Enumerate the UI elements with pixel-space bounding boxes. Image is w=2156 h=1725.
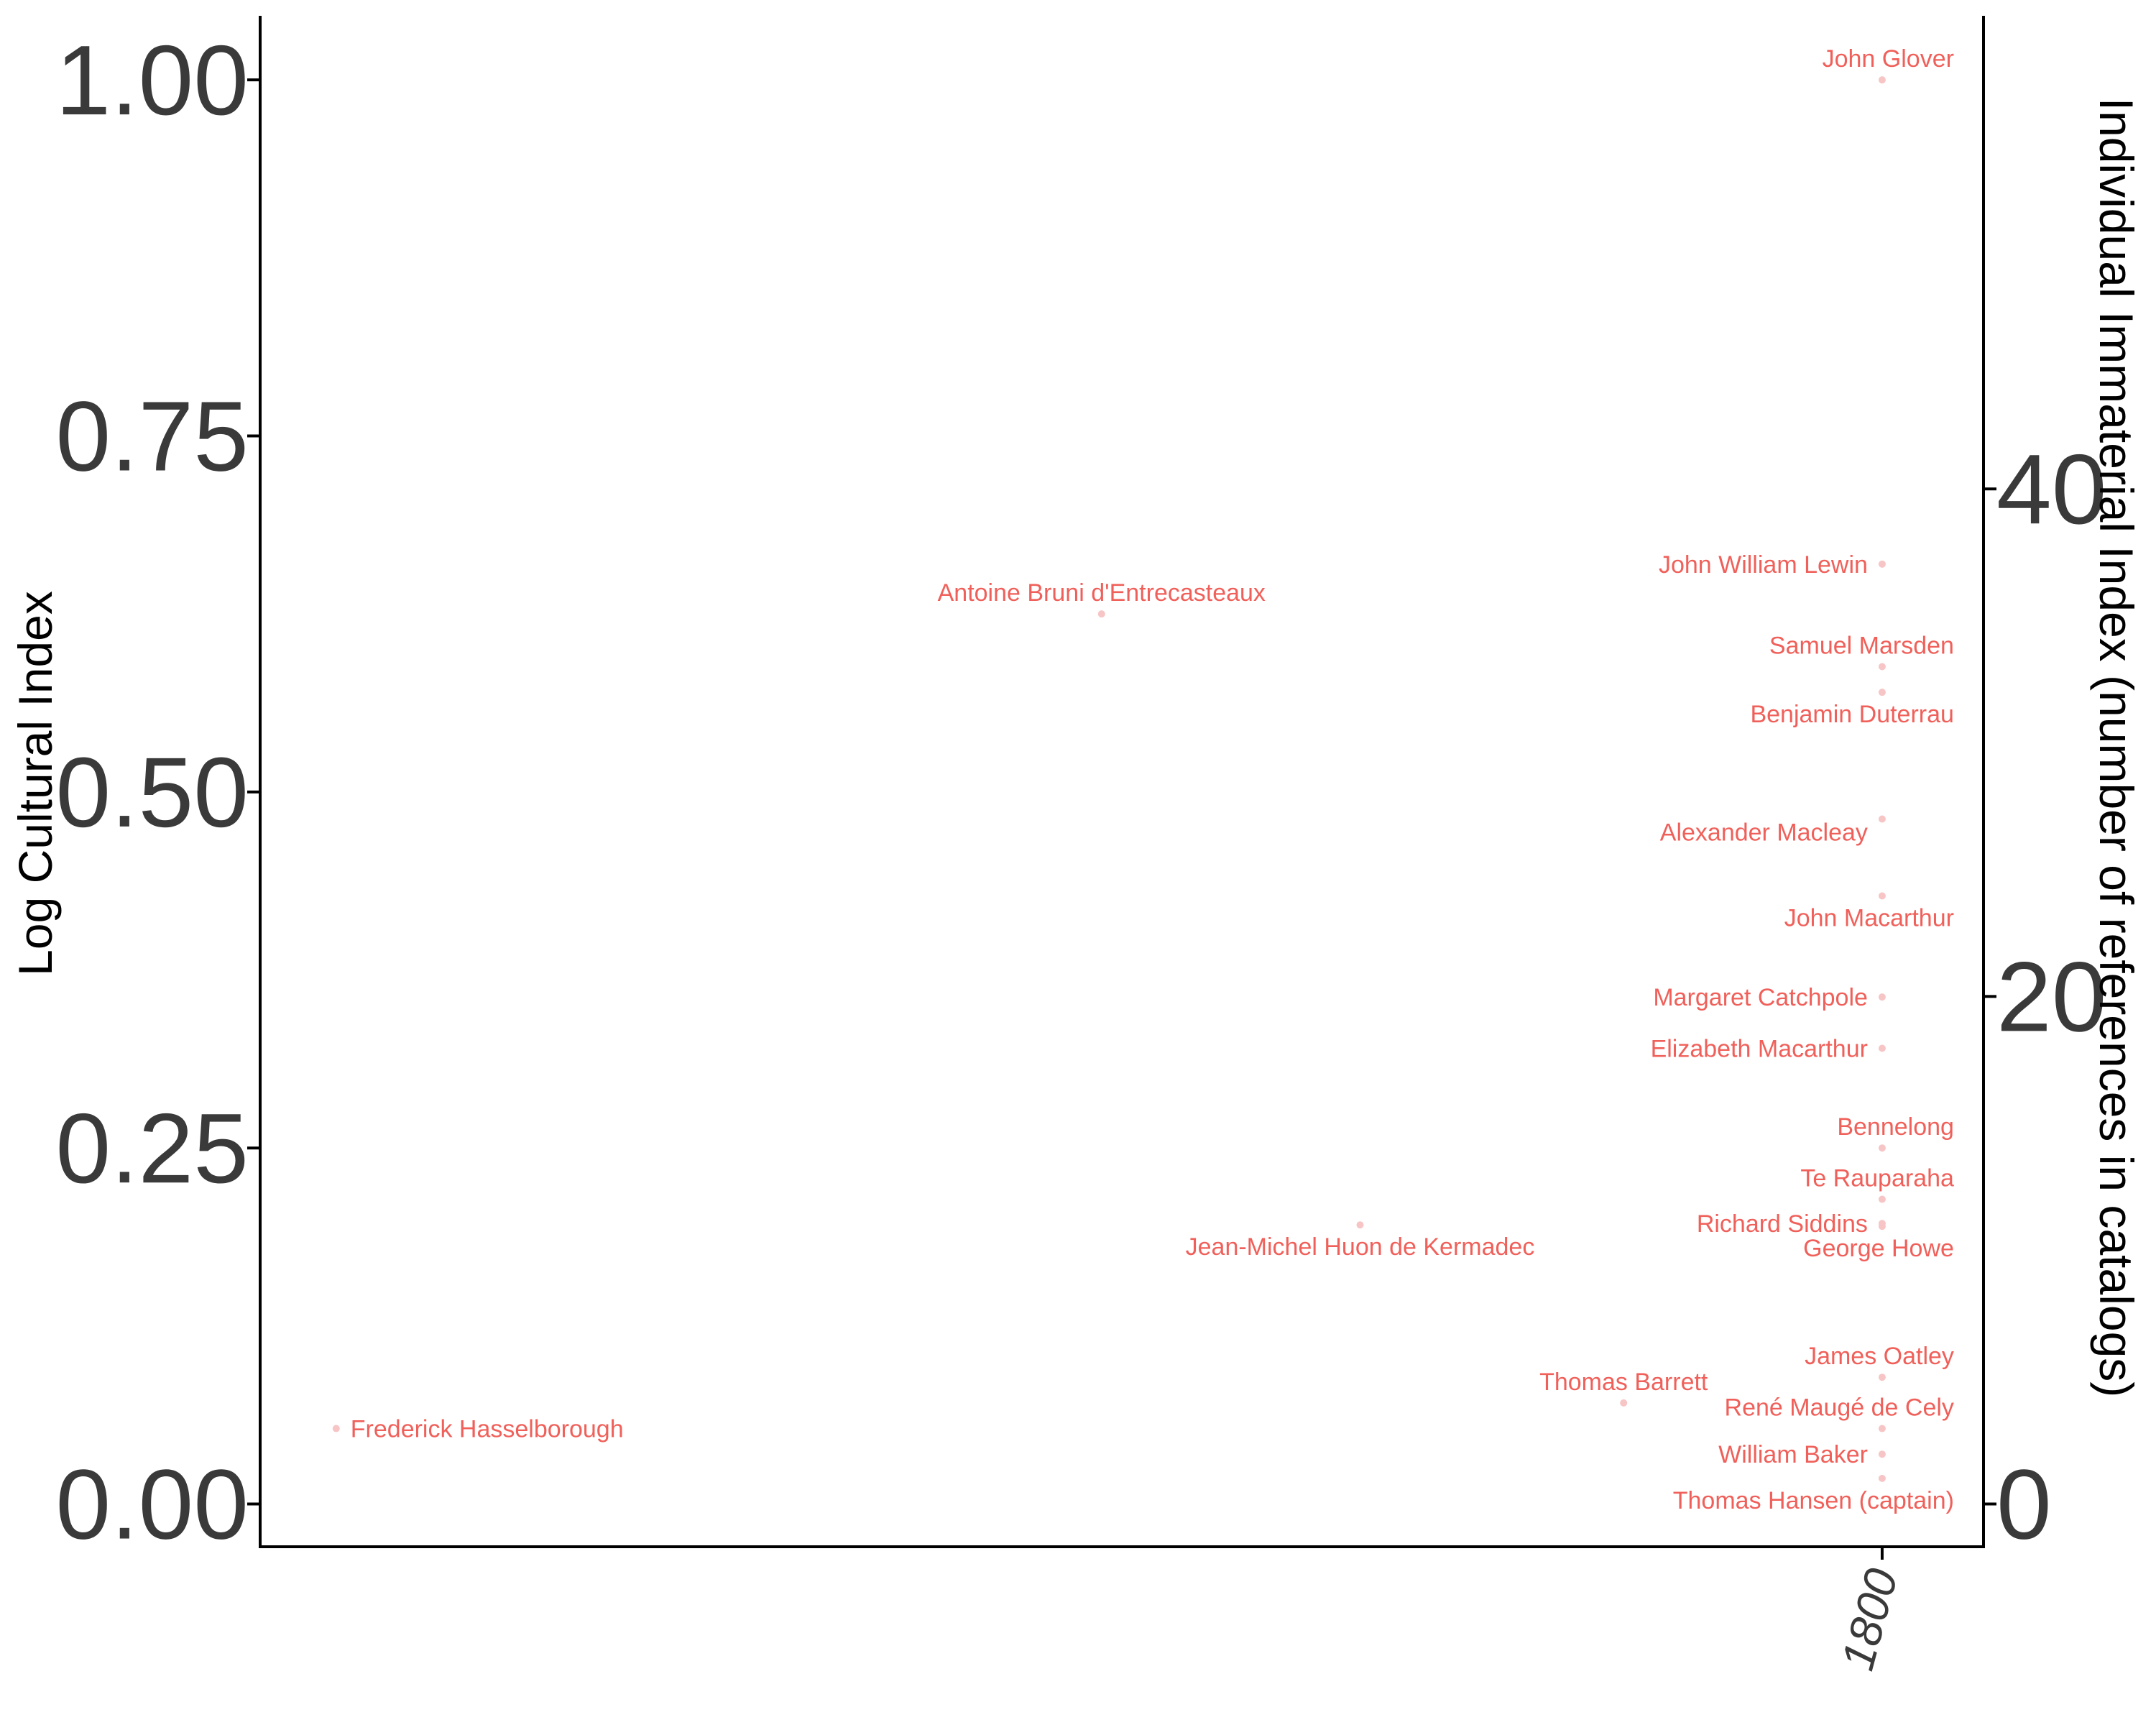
- data-label: James Oatley: [1805, 1343, 1954, 1370]
- data-label: Antoine Bruni d'Entrecasteaux: [938, 579, 1266, 607]
- y2-tick-label: 40: [1996, 434, 2107, 545]
- y-tick-label: 0.50: [55, 737, 249, 848]
- data-point: [1878, 1450, 1886, 1458]
- data-point: [332, 1425, 340, 1432]
- data-point: [1878, 993, 1886, 1001]
- data-point: [1878, 1474, 1886, 1482]
- data-label: William Baker: [1718, 1441, 1868, 1468]
- data-point: [1878, 663, 1886, 671]
- data-label: John Macarthur: [1784, 905, 1954, 932]
- y2-tick-label: 20: [1996, 942, 2107, 1052]
- y-tick-label: 0.00: [55, 1450, 249, 1560]
- data-label: Thomas Barrett: [1539, 1368, 1708, 1396]
- data-label: Samuel Marsden: [1769, 632, 1954, 659]
- y-tick-label: 1.00: [55, 25, 249, 136]
- data-label: George Howe: [1803, 1235, 1954, 1262]
- data-label: John Glover: [1823, 45, 1954, 73]
- data-point: [1878, 1223, 1886, 1230]
- data-point: [1620, 1399, 1628, 1407]
- data-label: Benjamin Duterrau: [1750, 701, 1953, 728]
- data-point: [1878, 1374, 1886, 1381]
- data-labels: John Glover John William Lewin Antoine Bru…: [351, 45, 1954, 1514]
- data-label: Jean-Michel Huon de Kermadec: [1186, 1233, 1535, 1261]
- data-point: [1878, 1044, 1886, 1052]
- data-label: Thomas Hansen (captain): [1673, 1487, 1954, 1514]
- data-point: [1878, 76, 1886, 84]
- y2-tick-label: 0: [1996, 1450, 2052, 1560]
- y2-axis-title: Individual Immaterial Index (number of r…: [2090, 98, 2143, 1398]
- data-label: Te Rauparaha: [1800, 1165, 1954, 1192]
- data-label: Bennelong: [1837, 1113, 1954, 1141]
- data-point: [1878, 1425, 1886, 1432]
- data-point: [1878, 1144, 1886, 1152]
- x-tick-label: 1800: [1831, 1563, 1908, 1676]
- y-tick-label: 0.25: [55, 1093, 249, 1204]
- data-point: [1878, 1195, 1886, 1203]
- data-label: René Maugé de Cely: [1725, 1394, 1954, 1422]
- data-label: John William Lewin: [1659, 551, 1868, 579]
- data-label: Richard Siddins: [1697, 1210, 1868, 1238]
- data-label: Frederick Hasselborough: [351, 1416, 624, 1443]
- data-points: [332, 76, 1886, 1482]
- data-label: Margaret Catchpole: [1653, 984, 1868, 1011]
- data-point: [1356, 1221, 1364, 1229]
- data-label: Elizabeth Macarthur: [1651, 1036, 1868, 1063]
- data-point: [1878, 892, 1886, 900]
- y-tick-label: 0.75: [55, 382, 249, 492]
- data-point: [1878, 689, 1886, 696]
- data-label: Alexander Macleay: [1660, 819, 1868, 847]
- axes: [259, 16, 1985, 1548]
- data-point: [1878, 560, 1886, 568]
- data-point: [1878, 815, 1886, 823]
- y-axis-title: Log Cultural Index: [9, 591, 62, 976]
- data-point: [1097, 610, 1105, 618]
